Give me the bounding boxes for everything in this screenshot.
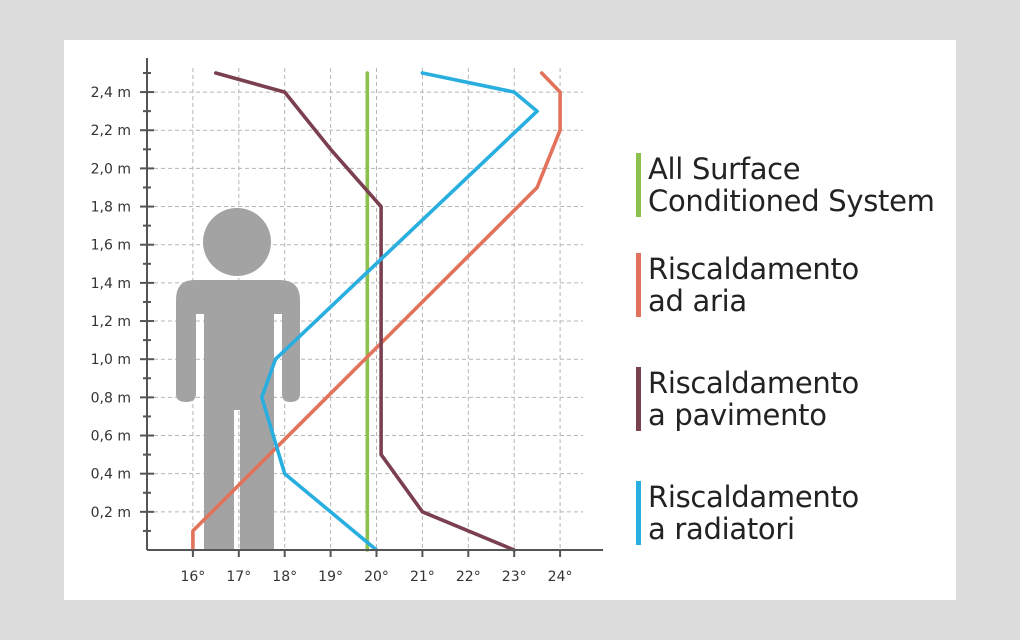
y-tick-label: 2,2 m [91, 123, 131, 139]
series-line-4 [260, 71, 539, 552]
legend-swatch [636, 253, 641, 317]
y-tick-label: 0,8 m [91, 390, 131, 406]
y-tick-label: 1,2 m [91, 314, 131, 330]
legend-item-riscaldamento-radiatori: Riscaldamento a radiatori [636, 481, 859, 545]
x-tick-label: 19° [318, 569, 343, 585]
legend-item-riscaldamento-aria: Riscaldamento ad aria [636, 253, 859, 317]
y-tick-label: 0,6 m [91, 429, 131, 445]
y-tick-label: 1,8 m [91, 200, 131, 216]
series-line-2 [191, 71, 562, 552]
legend-item-all-surface: All Surface Conditioned System [636, 153, 935, 217]
y-tick-label: 1,6 m [91, 238, 131, 254]
x-tick-label: 24° [548, 569, 573, 585]
x-tick-label: 16° [180, 569, 205, 585]
y-tick-label: 0,4 m [91, 467, 131, 483]
y-tick-label: 1,0 m [91, 352, 131, 368]
legend-swatch [636, 367, 641, 431]
legend-swatch [636, 153, 641, 217]
legend-label: All Surface Conditioned System [648, 152, 935, 218]
x-tick-label: 23° [502, 569, 527, 585]
y-tick-label: 2,0 m [91, 161, 131, 177]
x-tick-label: 20° [364, 569, 389, 585]
series-line-3 [214, 71, 517, 552]
person-silhouette [176, 208, 300, 550]
x-tick-label: 18° [272, 569, 297, 585]
legend-swatch [636, 481, 641, 545]
y-tick-label: 2,4 m [91, 85, 131, 101]
y-tick-label: 1,4 m [91, 276, 131, 292]
chart-card: 0,2 m 0,4 m 0,6 m 0,8 m 1,0 m 1,2 m 1,4 m 1,6 m… [64, 40, 956, 600]
legend-label: Riscaldamento ad aria [648, 252, 859, 318]
chart-plot: 0,2 m 0,4 m 0,6 m 0,8 m 1,0 m 1,2 m 1,4 m 1,6 m… [91, 58, 604, 585]
y-tick-label: 0,2 m [91, 505, 131, 521]
legend-label: Riscaldamento a pavimento [648, 366, 859, 432]
legend-item-riscaldamento-pavimento: Riscaldamento a pavimento [636, 367, 859, 431]
legend-label: Riscaldamento a radiatori [648, 480, 859, 546]
x-tick-label: 22° [456, 569, 481, 585]
x-tick-label: 17° [226, 569, 251, 585]
x-tick-label: 21° [410, 569, 435, 585]
